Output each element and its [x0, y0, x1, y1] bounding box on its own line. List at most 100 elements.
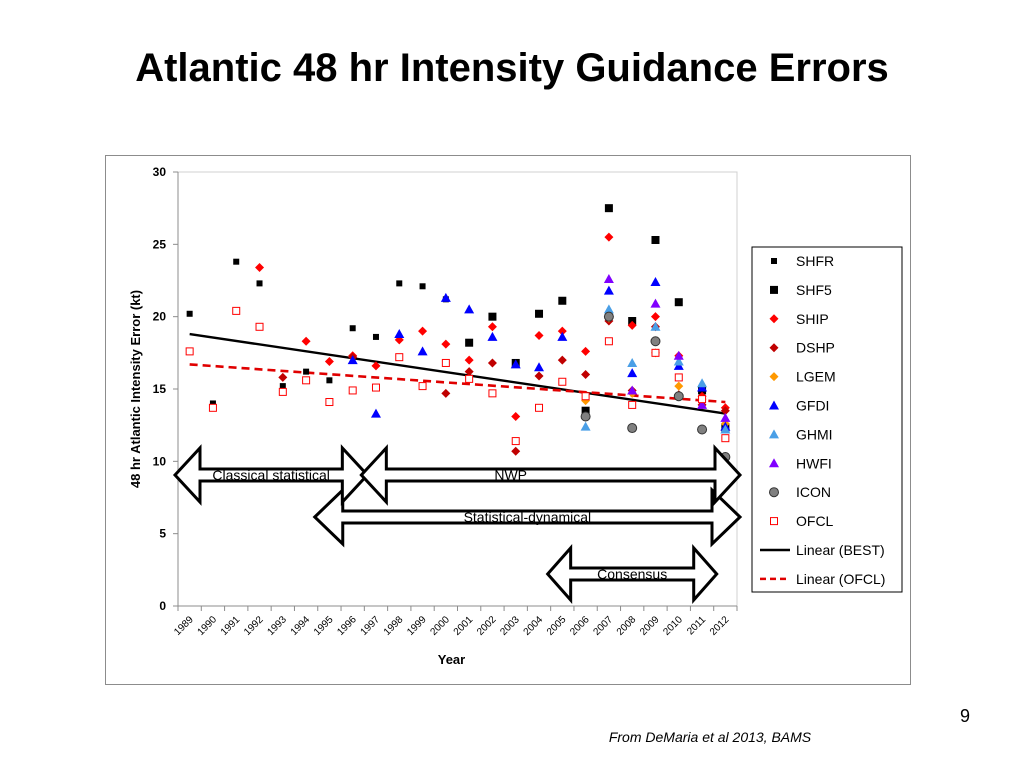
point-gfdi	[347, 355, 358, 365]
point-ofcl	[628, 400, 637, 409]
x-tick-label: 1994	[289, 614, 313, 638]
x-tick-label: 1997	[359, 614, 383, 638]
arrow-label-statistical-dynamical: Statistical-dynamical	[464, 509, 592, 525]
legend-swatch-hwfi	[769, 458, 779, 468]
point-ghmi	[673, 356, 684, 366]
point-ship	[581, 346, 591, 356]
point-gfdi	[417, 346, 428, 356]
point-icon	[697, 424, 708, 435]
y-axis-label: 48 hr Atlantic Intensity Error (kt)	[128, 290, 143, 488]
point-dshp	[534, 371, 544, 381]
point-shfr	[256, 280, 263, 287]
x-tick-label: 2002	[475, 614, 499, 638]
point-ofcl	[651, 348, 660, 357]
trend-line-linear-ofcl	[189, 363, 726, 404]
point-gfdi	[487, 331, 498, 341]
point-hwfi	[697, 399, 708, 409]
y-tick-label: 15	[153, 382, 167, 396]
point-ofcl	[511, 437, 520, 446]
point-hwfi	[673, 350, 684, 360]
point-ship	[301, 336, 311, 346]
point-shfr	[209, 400, 216, 407]
arrow-label-classical-statistical: Classical statistical	[212, 467, 329, 483]
x-tick-label: 2010	[661, 614, 685, 638]
legend-label-linear-best: Linear (BEST)	[796, 542, 885, 558]
legend-swatch-lgem	[769, 372, 779, 382]
arrow-statistical-dynamical	[312, 486, 743, 548]
point-ofcl	[465, 374, 474, 383]
point-shfr	[396, 280, 403, 287]
intensity-error-chart: 0 5 10 15 20 25 30 1989 1990 1991 1992 1993 1994 1995…	[128, 165, 903, 667]
x-tick-label: 2001	[452, 614, 476, 638]
point-ship	[650, 312, 660, 322]
legend-swatch-ghmi	[769, 429, 779, 439]
point-gfdi	[557, 331, 568, 341]
point-ship	[324, 357, 334, 367]
y-tick-label: 30	[153, 165, 167, 179]
chart-frame: 0 5 10 15 20 25 30 1989 1990 1991 1992 1993 1994 1995…	[105, 155, 911, 685]
point-shfr	[186, 310, 193, 317]
x-tick-label: 2009	[638, 614, 662, 638]
x-tick-label: 1993	[265, 614, 289, 638]
point-dshp	[441, 388, 451, 398]
arrow-consensus	[545, 544, 719, 604]
point-ship	[441, 339, 451, 349]
point-icon	[673, 391, 684, 402]
point-shf5	[674, 298, 683, 307]
x-tick-label: 1996	[335, 614, 359, 638]
point-ofcl	[302, 376, 311, 385]
legend-label-lgem: LGEM	[796, 369, 836, 385]
point-shf5	[558, 296, 567, 305]
point-ship	[557, 326, 567, 336]
point-ofcl	[255, 322, 264, 331]
slide-title: Atlantic 48 hr Intensity Guidance Errors	[135, 46, 889, 90]
point-hwfi	[603, 274, 614, 284]
point-shf5	[604, 204, 613, 213]
x-tick-label: 1992	[242, 614, 266, 638]
point-ofcl	[348, 386, 357, 395]
y-tick-label: 20	[153, 310, 167, 324]
point-shf5	[581, 406, 590, 415]
legend-swatch-icon	[769, 487, 779, 498]
slide-number: 9	[959, 706, 970, 726]
legend-swatch-gfdi	[769, 400, 779, 410]
point-ship	[255, 262, 265, 272]
x-tick-label: 1999	[405, 614, 429, 638]
legend-label-icon: ICON	[796, 484, 831, 500]
x-tick-label: 2012	[708, 614, 732, 638]
citation: From DeMaria et al 2013, BAMS	[608, 729, 812, 745]
x-tick-label: 2011	[685, 614, 708, 637]
point-ship	[464, 355, 474, 365]
point-icon	[580, 411, 591, 422]
legend-swatch-ofcl	[770, 517, 778, 526]
point-dshp	[487, 358, 497, 368]
point-ship	[604, 232, 614, 242]
point-ofcl	[325, 398, 334, 407]
x-tick-label: 2003	[498, 614, 522, 638]
point-ofcl	[488, 389, 497, 398]
y-tick-label: 0	[159, 599, 166, 613]
legend-swatch-ship	[769, 314, 779, 324]
point-ship	[511, 411, 521, 421]
y-tick-label: 10	[153, 454, 167, 468]
trend-line-linear-best	[189, 332, 726, 415]
point-ofcl	[232, 306, 241, 315]
point-ofcl	[535, 403, 544, 412]
point-lgem	[674, 381, 684, 391]
point-ofcl	[558, 377, 567, 386]
x-tick-label: 2007	[592, 614, 616, 638]
point-shf5	[535, 309, 544, 318]
point-icon	[603, 311, 614, 322]
point-ofcl	[698, 395, 707, 404]
x-tick-label: 1995	[312, 614, 336, 638]
y-tick-label: 5	[159, 527, 166, 541]
point-shfr	[349, 325, 356, 332]
point-shfr	[372, 333, 379, 340]
legend-label-shf5: SHF5	[796, 282, 832, 298]
point-hwfi	[720, 412, 731, 422]
point-ofcl	[674, 373, 683, 382]
legend-label-hwfi: HWFI	[796, 455, 832, 471]
point-ofcl	[278, 387, 287, 396]
point-ship	[487, 322, 497, 332]
point-gfdi	[627, 368, 638, 378]
